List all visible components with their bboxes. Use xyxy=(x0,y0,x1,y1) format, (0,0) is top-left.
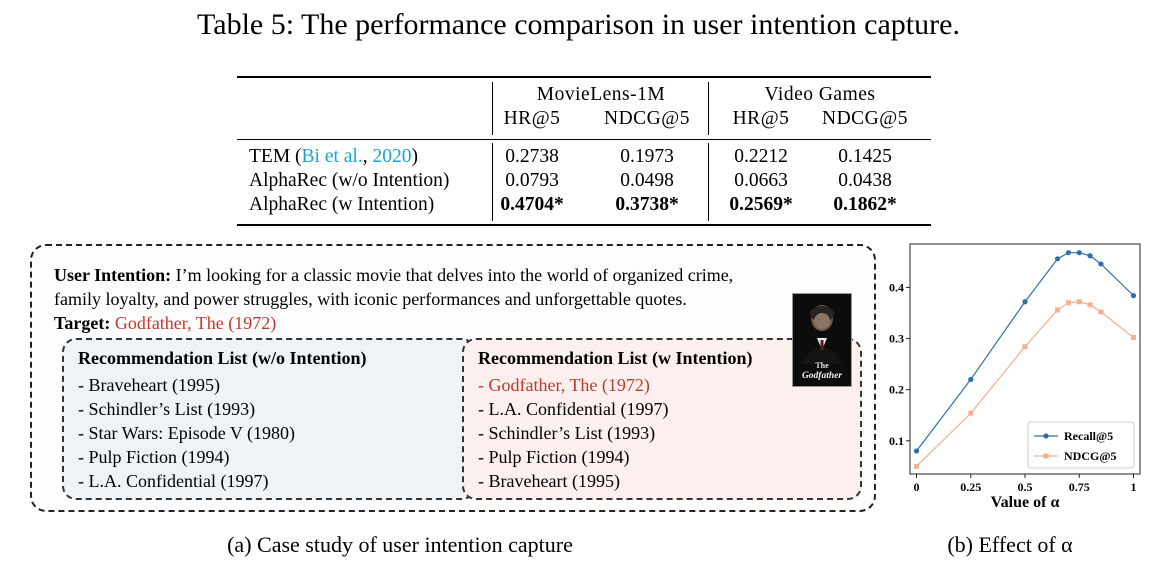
list-title: Recommendation List (w Intention) xyxy=(478,348,753,368)
metric-header: NDCG@5 xyxy=(822,108,908,129)
column-separator xyxy=(708,82,709,135)
x-axis-label: Value of α xyxy=(991,494,1060,510)
list-item: - Braveheart (1995) xyxy=(478,471,620,491)
y-tick-label: 0.2 xyxy=(889,383,904,397)
x-tick-label: 0 xyxy=(914,480,920,494)
legend-label: NDCG@5 xyxy=(1064,449,1117,463)
target-movie: Target: Godfather, The (1972) xyxy=(54,313,277,333)
data-point xyxy=(968,376,974,383)
list-item: - L.A. Confidential (1997) xyxy=(78,471,269,491)
data-point xyxy=(914,463,920,469)
table-cell-best: 0.1862* xyxy=(833,194,897,215)
performance-table: MovieLens-1M Video Games HR@5 NDCG@5 HR@… xyxy=(237,76,931,226)
method-tem: TEM (Bi et al., 2020) xyxy=(249,146,418,167)
data-point xyxy=(1076,250,1082,256)
list-item: - Star Wars: Episode V (1980) xyxy=(78,423,296,443)
mid-rule xyxy=(237,139,931,140)
dataset-header: Video Games xyxy=(764,84,876,105)
table-cell-best: 0.3738* xyxy=(615,194,679,215)
data-point xyxy=(1065,250,1071,256)
method-alpharec-w: AlphaRec (w Intention) xyxy=(249,194,435,215)
poster-top-word: The xyxy=(815,361,829,370)
x-tick-label: 0.75 xyxy=(1069,480,1090,494)
poster-title: Godfather xyxy=(802,371,842,381)
data-point xyxy=(1130,293,1137,299)
data-point xyxy=(913,448,920,454)
column-separator xyxy=(708,143,709,221)
list-title: Recommendation List (w/o Intention) xyxy=(78,348,367,368)
x-tick-label: 0.5 xyxy=(1018,480,1033,494)
column-separator xyxy=(492,143,493,221)
data-point xyxy=(1130,335,1136,341)
data-point xyxy=(1098,309,1104,315)
dataset-header: MovieLens-1M xyxy=(536,84,666,105)
table-cell: 0.0498 xyxy=(620,170,674,191)
x-tick-label: 1 xyxy=(1130,480,1136,494)
data-point xyxy=(1087,302,1093,308)
recommendation-list-without-intention: Recommendation List (w/o Intention) - Br… xyxy=(62,338,476,500)
column-separator xyxy=(492,82,493,135)
y-tick-label: 0.3 xyxy=(889,332,904,346)
table-cell: 0.1425 xyxy=(838,146,892,167)
x-tick-label: 0.25 xyxy=(960,480,981,494)
legend-label: Recall@5 xyxy=(1064,429,1113,443)
data-point xyxy=(1098,261,1104,267)
legend-marker xyxy=(1043,453,1049,459)
subcaption-a: (a) Case study of user intention capture xyxy=(227,532,573,557)
list-item: - Pulp Fiction (1994) xyxy=(78,447,230,467)
table-cell: 0.0663 xyxy=(734,170,788,191)
top-rule xyxy=(237,76,931,78)
list-item: - L.A. Confidential (1997) xyxy=(478,399,669,419)
list-item-target: - Godfather, The (1972) xyxy=(478,375,650,395)
citation-link[interactable]: Bi et al. xyxy=(301,146,363,167)
data-point xyxy=(1022,299,1028,305)
table-cell: 0.1973 xyxy=(620,146,674,167)
metric-header: HR@5 xyxy=(732,108,790,129)
citation-year-link[interactable]: 2020 xyxy=(372,146,412,167)
data-point xyxy=(1065,300,1071,306)
legend-marker xyxy=(1043,433,1049,439)
effect-of-alpha-chart: 0.1 0.2 0.3 0.4 0 0.25 0.5 0.75 1 Value of α Recal… xyxy=(889,243,1141,510)
list-item: - Pulp Fiction (1994) xyxy=(478,447,630,467)
godfather-poster-image: The Godfather xyxy=(792,293,852,387)
data-point xyxy=(1076,299,1082,305)
data-point xyxy=(1022,344,1028,350)
data-point xyxy=(1055,307,1061,313)
method-alpharec-wo: AlphaRec (w/o Intention) xyxy=(249,170,450,191)
table-cell: 0.0793 xyxy=(505,170,559,191)
table-cell: 0.2738 xyxy=(505,146,559,167)
metric-header: HR@5 xyxy=(503,108,561,129)
list-item: - Schindler’s List (1993) xyxy=(78,399,256,419)
table-cell-best: 0.4704* xyxy=(500,194,564,215)
data-point xyxy=(968,410,974,416)
subcaption-b: (b) Effect of α xyxy=(947,532,1073,557)
list-item: - Braveheart (1995) xyxy=(78,375,220,395)
y-tick-label: 0.1 xyxy=(889,434,904,448)
case-study-panel: User Intention: I’m looking for a classi… xyxy=(30,244,876,512)
data-point xyxy=(1054,256,1061,262)
user-intention: User Intention: I’m looking for a classi… xyxy=(54,265,734,285)
list-item: - Schindler’s List (1993) xyxy=(478,423,656,443)
table-cell-best: 0.2569* xyxy=(729,194,793,215)
table-caption: Table 5: The performance comparison in u… xyxy=(197,8,960,41)
table-cell: 0.0438 xyxy=(838,170,892,191)
y-tick-label: 0.4 xyxy=(889,280,904,294)
data-point xyxy=(1087,253,1093,259)
table-cell: 0.2212 xyxy=(734,146,788,167)
user-intention-continued: family loyalty, and power struggles, wit… xyxy=(54,289,687,309)
bottom-rule xyxy=(237,224,931,226)
metric-header: NDCG@5 xyxy=(604,108,690,129)
